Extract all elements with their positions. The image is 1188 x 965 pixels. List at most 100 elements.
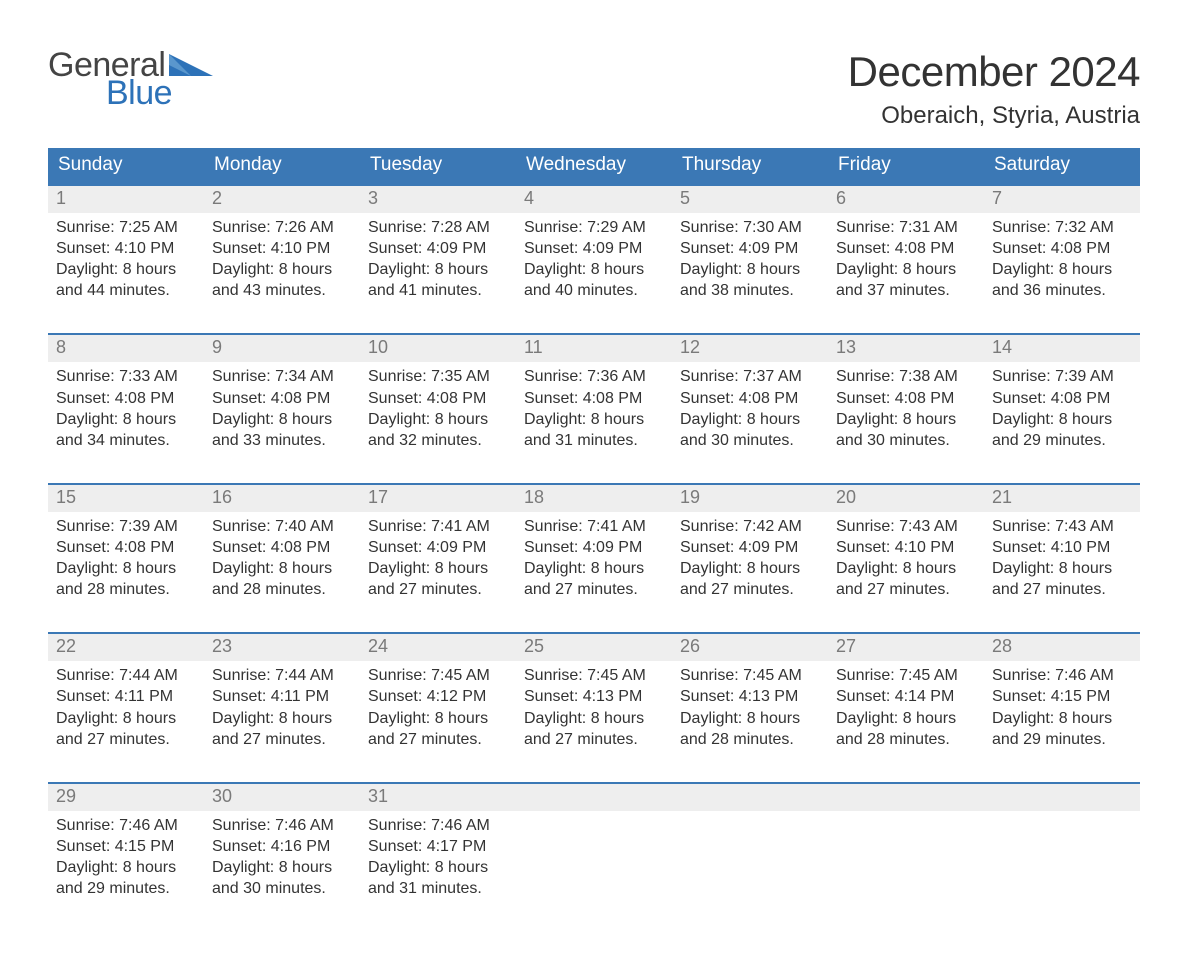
daylight-line1: Daylight: 8 hours	[680, 259, 820, 280]
day-number	[828, 784, 984, 811]
daylight-line2: and 31 minutes.	[524, 430, 664, 451]
sunrise-line: Sunrise: 7:32 AM	[992, 217, 1132, 238]
daylight-line2: and 30 minutes.	[680, 430, 820, 451]
sunrise-line: Sunrise: 7:26 AM	[212, 217, 352, 238]
sunset-line: Sunset: 4:09 PM	[524, 537, 664, 558]
sunrise-line: Sunrise: 7:42 AM	[680, 516, 820, 537]
daylight-line2: and 30 minutes.	[212, 878, 352, 899]
daylight-line1: Daylight: 8 hours	[212, 708, 352, 729]
daylight-line1: Daylight: 8 hours	[524, 409, 664, 430]
day-cell	[672, 811, 828, 905]
day-number: 4	[516, 186, 672, 213]
daylight-line2: and 38 minutes.	[680, 280, 820, 301]
sunset-line: Sunset: 4:08 PM	[56, 388, 196, 409]
day-number: 24	[360, 634, 516, 661]
daylight-line2: and 30 minutes.	[836, 430, 976, 451]
dow-cell: Tuesday	[360, 148, 516, 184]
month-title: December 2024	[848, 48, 1140, 96]
sunrise-line: Sunrise: 7:45 AM	[368, 665, 508, 686]
sunset-line: Sunset: 4:10 PM	[992, 537, 1132, 558]
sunrise-line: Sunrise: 7:33 AM	[56, 366, 196, 387]
daylight-line2: and 27 minutes.	[836, 579, 976, 600]
sunrise-line: Sunrise: 7:28 AM	[368, 217, 508, 238]
daylight-line2: and 27 minutes.	[368, 729, 508, 750]
day-cell: Sunrise: 7:41 AMSunset: 4:09 PMDaylight:…	[516, 512, 672, 606]
day-number: 13	[828, 335, 984, 362]
sunrise-line: Sunrise: 7:46 AM	[56, 815, 196, 836]
sunrise-line: Sunrise: 7:39 AM	[992, 366, 1132, 387]
daylight-line2: and 29 minutes.	[992, 430, 1132, 451]
daylight-line2: and 27 minutes.	[212, 729, 352, 750]
day-number	[516, 784, 672, 811]
day-number: 15	[48, 485, 204, 512]
daylight-line1: Daylight: 8 hours	[56, 259, 196, 280]
daylight-line1: Daylight: 8 hours	[836, 708, 976, 729]
daylight-line1: Daylight: 8 hours	[368, 409, 508, 430]
daylight-line2: and 27 minutes.	[368, 579, 508, 600]
daylight-line2: and 37 minutes.	[836, 280, 976, 301]
day-number: 29	[48, 784, 204, 811]
daynum-row: 293031	[48, 784, 1140, 811]
day-cell: Sunrise: 7:35 AMSunset: 4:08 PMDaylight:…	[360, 362, 516, 456]
sunset-line: Sunset: 4:08 PM	[212, 537, 352, 558]
sunset-line: Sunset: 4:16 PM	[212, 836, 352, 857]
sunrise-line: Sunrise: 7:45 AM	[836, 665, 976, 686]
sunrise-line: Sunrise: 7:46 AM	[212, 815, 352, 836]
sunset-line: Sunset: 4:08 PM	[680, 388, 820, 409]
calendar: SundayMondayTuesdayWednesdayThursdayFrid…	[48, 148, 1140, 905]
sunset-line: Sunset: 4:11 PM	[212, 686, 352, 707]
day-number: 25	[516, 634, 672, 661]
title-block: December 2024 Oberaich, Styria, Austria	[848, 48, 1140, 130]
day-number: 26	[672, 634, 828, 661]
day-number: 16	[204, 485, 360, 512]
daylight-line1: Daylight: 8 hours	[836, 558, 976, 579]
dow-cell: Monday	[204, 148, 360, 184]
day-cell: Sunrise: 7:37 AMSunset: 4:08 PMDaylight:…	[672, 362, 828, 456]
sunrise-line: Sunrise: 7:43 AM	[992, 516, 1132, 537]
daylight-line2: and 36 minutes.	[992, 280, 1132, 301]
day-number: 27	[828, 634, 984, 661]
sunrise-line: Sunrise: 7:30 AM	[680, 217, 820, 238]
day-number: 30	[204, 784, 360, 811]
sunset-line: Sunset: 4:13 PM	[524, 686, 664, 707]
day-cell: Sunrise: 7:33 AMSunset: 4:08 PMDaylight:…	[48, 362, 204, 456]
daylight-line1: Daylight: 8 hours	[836, 409, 976, 430]
sunset-line: Sunset: 4:15 PM	[56, 836, 196, 857]
sunset-line: Sunset: 4:08 PM	[524, 388, 664, 409]
daylight-line1: Daylight: 8 hours	[992, 558, 1132, 579]
day-number: 31	[360, 784, 516, 811]
day-cell: Sunrise: 7:45 AMSunset: 4:14 PMDaylight:…	[828, 661, 984, 755]
daylight-line2: and 27 minutes.	[56, 729, 196, 750]
daynum-row: 22232425262728	[48, 634, 1140, 661]
sunset-line: Sunset: 4:10 PM	[212, 238, 352, 259]
sunset-line: Sunset: 4:09 PM	[368, 537, 508, 558]
daylight-line2: and 41 minutes.	[368, 280, 508, 301]
day-number: 5	[672, 186, 828, 213]
daylight-line1: Daylight: 8 hours	[524, 558, 664, 579]
sunrise-line: Sunrise: 7:35 AM	[368, 366, 508, 387]
daylight-line2: and 27 minutes.	[992, 579, 1132, 600]
day-cell	[516, 811, 672, 905]
daylight-line1: Daylight: 8 hours	[212, 259, 352, 280]
daylight-line2: and 44 minutes.	[56, 280, 196, 301]
daylight-line1: Daylight: 8 hours	[524, 259, 664, 280]
day-cell: Sunrise: 7:38 AMSunset: 4:08 PMDaylight:…	[828, 362, 984, 456]
day-number: 3	[360, 186, 516, 213]
sunset-line: Sunset: 4:10 PM	[836, 537, 976, 558]
day-number	[984, 784, 1140, 811]
daylight-line1: Daylight: 8 hours	[56, 409, 196, 430]
day-cell: Sunrise: 7:32 AMSunset: 4:08 PMDaylight:…	[984, 213, 1140, 307]
sunrise-line: Sunrise: 7:34 AM	[212, 366, 352, 387]
sunset-line: Sunset: 4:09 PM	[680, 537, 820, 558]
week-row: 1234567Sunrise: 7:25 AMSunset: 4:10 PMDa…	[48, 184, 1140, 307]
logo-word2: Blue	[106, 76, 213, 110]
daylight-line1: Daylight: 8 hours	[368, 259, 508, 280]
daylight-line1: Daylight: 8 hours	[56, 708, 196, 729]
daylight-line1: Daylight: 8 hours	[212, 409, 352, 430]
sunrise-line: Sunrise: 7:40 AM	[212, 516, 352, 537]
daylight-line1: Daylight: 8 hours	[368, 857, 508, 878]
daylight-line2: and 28 minutes.	[680, 729, 820, 750]
sunset-line: Sunset: 4:08 PM	[836, 238, 976, 259]
day-cell: Sunrise: 7:41 AMSunset: 4:09 PMDaylight:…	[360, 512, 516, 606]
sunset-line: Sunset: 4:08 PM	[56, 537, 196, 558]
